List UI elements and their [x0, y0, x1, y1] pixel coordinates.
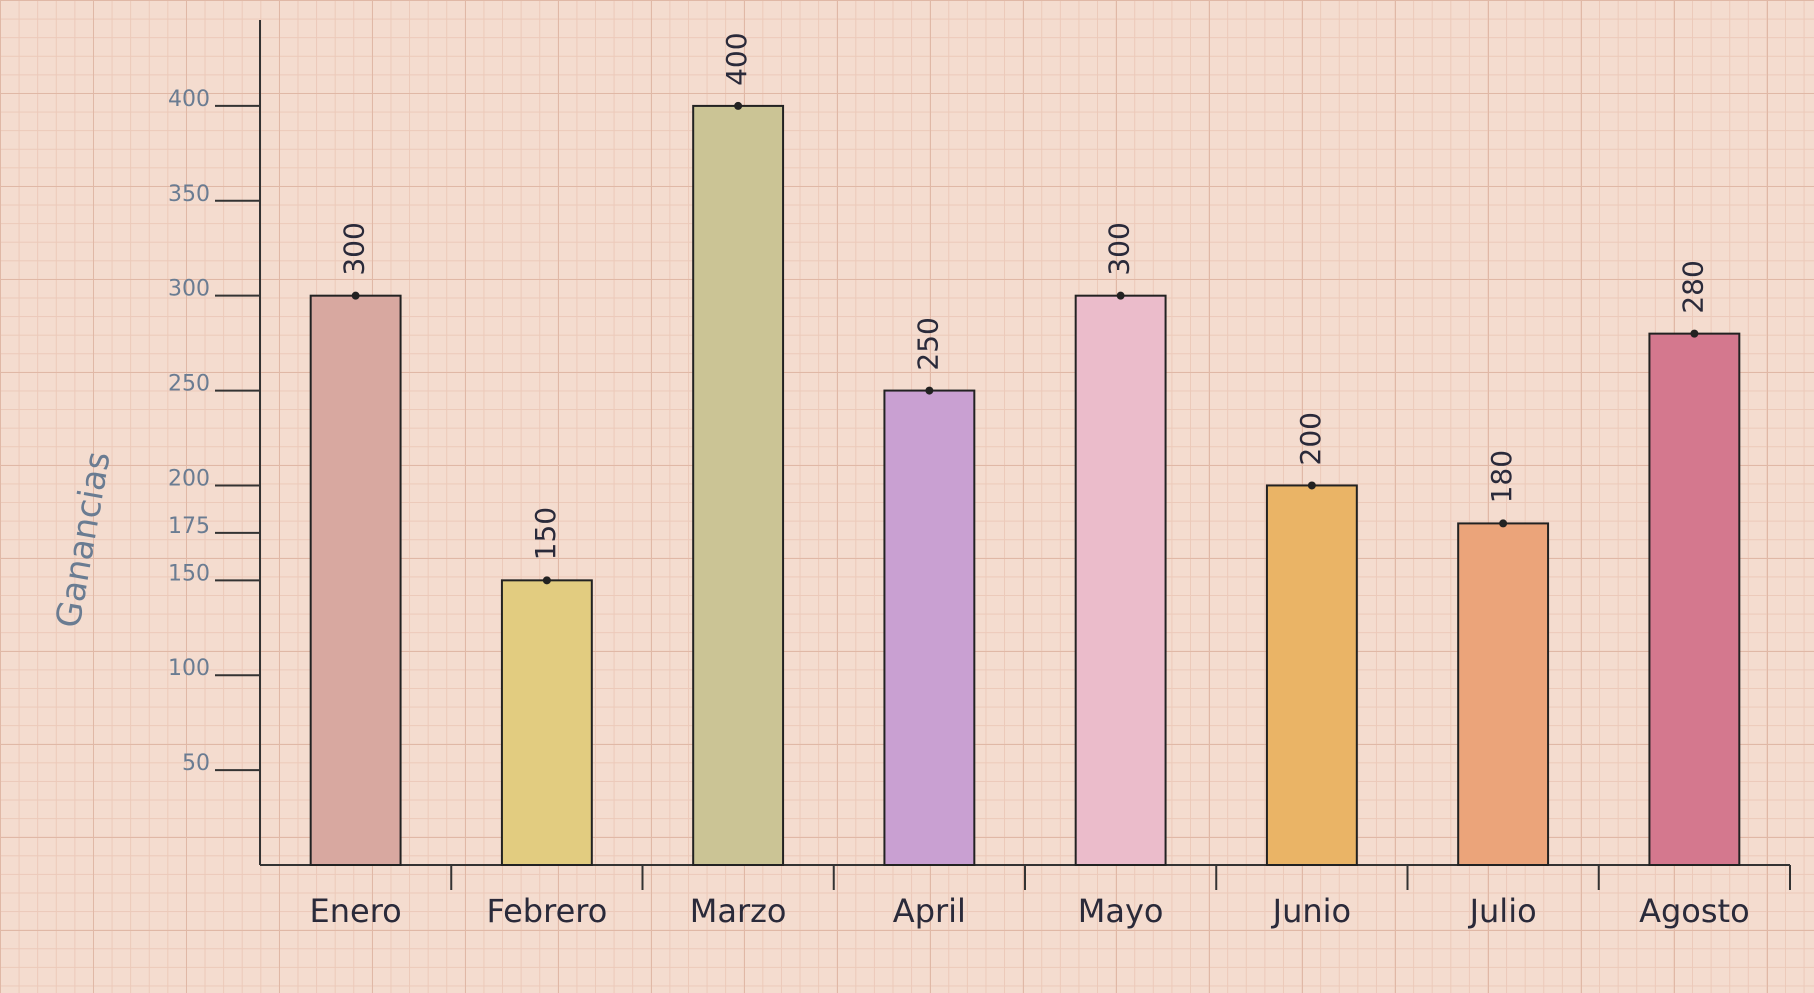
- value-label: 300: [1103, 222, 1136, 275]
- value-label: 200: [1294, 412, 1327, 465]
- x-tick-label: April: [893, 892, 966, 930]
- y-tick-label: 250: [168, 372, 210, 397]
- bar: [1457, 522, 1550, 867]
- x-tick-label: Enero: [310, 892, 402, 930]
- bar-dot: [1116, 291, 1125, 300]
- bar-dot: [542, 576, 551, 585]
- y-tick-label: 50: [182, 751, 210, 776]
- x-tick-label: Mayo: [1078, 892, 1164, 930]
- y-tick-label: 200: [168, 466, 210, 491]
- value-label: 400: [720, 32, 753, 85]
- x-tick-label: Junio: [1271, 892, 1351, 930]
- x-tick-label: Agosto: [1639, 892, 1750, 930]
- y-tick-label: 100: [168, 656, 210, 681]
- bar: [883, 389, 976, 866]
- value-label: 300: [338, 222, 371, 275]
- y-tick-label: 350: [168, 182, 210, 207]
- bar-dot: [734, 101, 743, 110]
- bar-dot: [1690, 329, 1699, 338]
- y-tick-label: 300: [168, 277, 210, 302]
- bar-dot: [1307, 481, 1316, 490]
- bar-dot: [1499, 519, 1508, 528]
- bar: [692, 104, 785, 866]
- bar: [1648, 332, 1741, 866]
- value-label: 150: [529, 507, 562, 560]
- bar: [1265, 484, 1358, 866]
- bar-dot: [925, 386, 934, 395]
- bar: [500, 579, 593, 866]
- y-tick-label: 150: [168, 561, 210, 586]
- x-tick-label: Marzo: [690, 892, 787, 930]
- y-tick-label: 400: [168, 87, 210, 112]
- value-label: 180: [1485, 450, 1518, 503]
- bar-dot: [351, 291, 360, 300]
- value-label: 280: [1676, 260, 1709, 313]
- y-axis-label: Ganancias: [48, 449, 118, 631]
- y-tick-label: 175: [168, 514, 210, 539]
- value-label: 250: [911, 317, 944, 370]
- bar: [1074, 294, 1167, 866]
- x-tick-label: Febrero: [486, 892, 607, 930]
- x-tick-label: Julio: [1468, 892, 1537, 930]
- bar: [309, 294, 402, 866]
